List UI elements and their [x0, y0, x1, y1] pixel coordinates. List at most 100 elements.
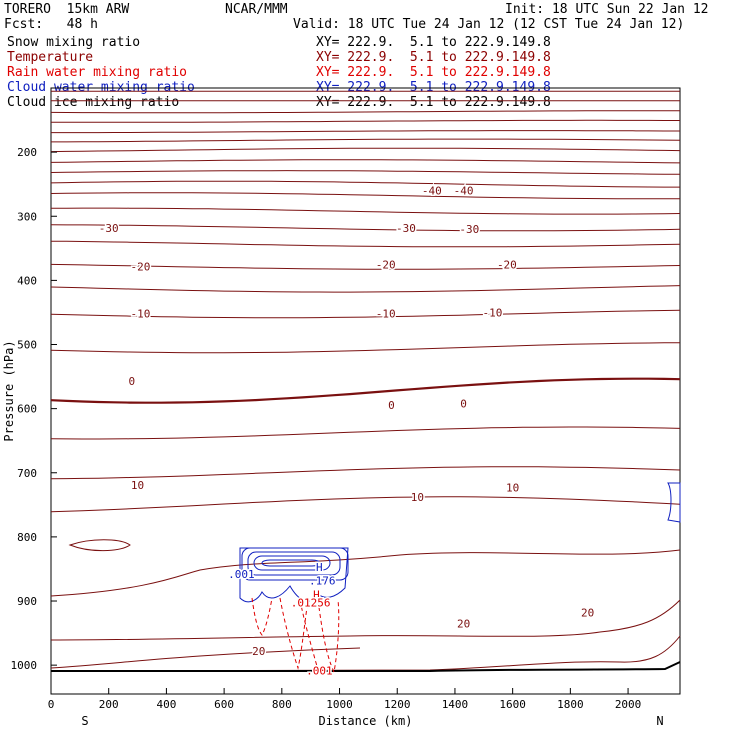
endpoint-left: S [81, 714, 88, 728]
x-tick-label: 2000 [615, 698, 642, 711]
legend-label: Temperature [7, 50, 94, 65]
moisture-contour-label: .01256 [291, 596, 331, 609]
temperature-contour-label: 0 [460, 398, 467, 411]
x-axis-title: Distance (km) [319, 714, 413, 728]
moisture-contour-label: .176 [309, 574, 336, 587]
valid-time: Valid: 18 UTC Tue 24 Jan 12 (12 CST Tue … [293, 17, 685, 32]
rain-water-contour [317, 599, 340, 674]
x-tick-label: 1400 [442, 698, 469, 711]
legend-xy: XY= 222.9. 5.1 to 222.9.149.8 [316, 95, 551, 110]
temperature-contour [50, 466, 681, 480]
temperature-contour-label: 0 [388, 399, 395, 412]
legend-label: Rain water mixing ratio [7, 65, 188, 80]
model-name: TORERO 15km ARW [4, 2, 130, 17]
temperature-contour-label: -20 [376, 258, 396, 271]
x-tick-label: 0 [48, 698, 55, 711]
temperature-contour [50, 224, 681, 232]
endpoint-right: N [656, 714, 663, 728]
temperature-contour-label: -30 [459, 223, 479, 236]
moisture-contour-label: .001 [306, 664, 333, 677]
cloud-water-contour [247, 551, 341, 576]
temperature-contour-label: 10 [131, 479, 144, 492]
temperature-contour-label: 20 [252, 645, 265, 658]
temperature-contour [50, 170, 681, 175]
temperature-contour [50, 110, 680, 114]
x-tick-label: 400 [156, 698, 176, 711]
temperature-contour-label: 20 [581, 607, 594, 620]
legend-xy: XY= 222.9. 5.1 to 222.9.149.8 [316, 50, 551, 65]
y-tick-label: 700 [17, 467, 37, 480]
temperature-contour-label: -10 [131, 308, 151, 321]
legend-xy: XY= 222.9. 5.1 to 222.9.149.8 [316, 35, 551, 50]
temperature-contour [50, 207, 681, 215]
temperature-contour [50, 549, 681, 597]
temperature-contour-label: -30 [396, 222, 416, 235]
legend-label: Snow mixing ratio [7, 35, 141, 50]
temperature-contour-label: 20 [457, 617, 470, 630]
temperature-contour [51, 119, 680, 123]
temperature-contour [51, 130, 680, 134]
x-tick-label: 1800 [557, 698, 584, 711]
temperature-contour-label: 10 [506, 482, 519, 495]
temperature-contour [50, 180, 680, 188]
moisture-contour-label: H [316, 561, 323, 574]
temperature-contour-label: -20 [497, 258, 517, 271]
rain-water-contour [251, 597, 273, 636]
y-tick-label: 200 [17, 146, 37, 159]
y-tick-label: 400 [17, 274, 37, 287]
y-axis-title: Pressure (hPa) [2, 340, 16, 441]
cloud-water-contour [667, 482, 681, 523]
temperature-contour [50, 496, 681, 513]
moisture-contour-label: .001 [228, 568, 255, 581]
center-name: NCAR/MMM [225, 2, 288, 17]
temperature-contour [50, 342, 681, 354]
temperature-contour [50, 426, 681, 440]
x-tick-label: 800 [272, 698, 292, 711]
temperature-contour-label: -40 [422, 185, 442, 198]
temperature-contour [50, 635, 681, 672]
temperature-contour-label: 10 [411, 491, 424, 504]
rain-water-contour [299, 599, 319, 671]
temperature-contour-label: -40 [454, 185, 474, 198]
temperature-contour [50, 159, 681, 164]
forecast-hour: Fcst: 48 h [4, 17, 98, 32]
y-tick-label: 500 [17, 339, 37, 352]
temperature-contour [50, 647, 361, 669]
temperature-contour [50, 285, 681, 293]
temperature-contour-label: -10 [483, 306, 503, 319]
temperature-contour [50, 377, 681, 404]
temperature-contour-label: -20 [131, 260, 151, 273]
x-tick-label: 1000 [326, 698, 353, 711]
temperature-contour [50, 147, 681, 153]
y-tick-label: 800 [17, 531, 37, 544]
plot-frame [50, 87, 681, 695]
init-time: Init: 18 UTC Sun 22 Jan 12 [505, 2, 709, 17]
y-tick-label: 1000 [11, 659, 38, 672]
temperature-contour [50, 263, 681, 270]
legend-label: Cloud ice mixing ratio [7, 95, 180, 110]
terrain-surface [51, 661, 681, 672]
temperature-contour-label: 0 [128, 375, 135, 388]
y-tick-label: 600 [17, 403, 37, 416]
x-tick-label: 200 [99, 698, 119, 711]
temperature-contour [51, 138, 681, 143]
cloud-water-contour [253, 555, 331, 571]
x-tick-label: 1600 [499, 698, 526, 711]
temperature-contour [68, 539, 131, 552]
cloud-water-contour [261, 559, 321, 567]
legend-xy: XY= 222.9. 5.1 to 222.9.149.8 [316, 65, 551, 80]
cloud-water-contour [239, 547, 349, 603]
x-tick-label: 600 [214, 698, 234, 711]
temperature-contour-label: -10 [376, 308, 396, 321]
rain-water-contour [279, 597, 309, 670]
x-tick-label: 1200 [384, 698, 411, 711]
temperature-contour [50, 192, 680, 200]
temperature-contour-label: -30 [99, 222, 119, 235]
y-tick-label: 900 [17, 595, 37, 608]
moisture-contour-label: H [313, 589, 320, 602]
temperature-contour [50, 309, 681, 319]
temperature-contour [50, 240, 681, 248]
y-tick-label: 300 [17, 210, 37, 223]
temperature-contour [50, 599, 681, 641]
